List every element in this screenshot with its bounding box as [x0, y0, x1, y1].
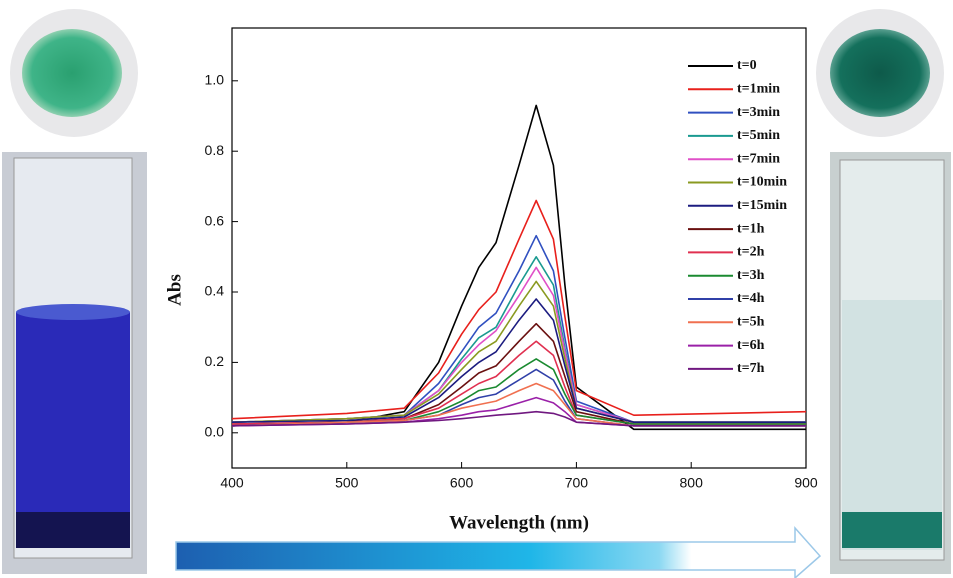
time-arrow — [175, 526, 822, 578]
legend-label: t=1min — [737, 82, 780, 97]
y-tick-label: 0.0 — [205, 424, 225, 440]
sediment — [842, 512, 942, 548]
y-tick-label: 0.8 — [205, 142, 225, 158]
spectrum-line — [231, 368, 806, 427]
y-tick-label: 0.4 — [205, 283, 225, 299]
x-tick-label: 900 — [794, 475, 818, 491]
y-tick-label: 1.0 — [205, 72, 225, 88]
legend-label: t=1h — [737, 221, 765, 236]
sediment — [16, 512, 130, 548]
solution — [16, 312, 130, 548]
legend-label: t=6h — [737, 338, 765, 353]
arrow — [175, 526, 822, 578]
legend-label: t=4h — [737, 291, 765, 306]
legend-label: t=5min — [737, 128, 780, 143]
spectrum-line — [231, 280, 806, 423]
legend-label: t=15min — [737, 198, 787, 213]
spectrum-line — [231, 256, 806, 423]
spectrum-line — [231, 104, 806, 431]
powder — [22, 29, 122, 117]
x-tick-label: 700 — [565, 475, 589, 491]
legend-label: t=5h — [737, 315, 765, 330]
x-axis-label: Wavelength (nm) — [449, 512, 589, 533]
spectrum-line — [231, 410, 806, 427]
legend-label: t=7h — [737, 361, 765, 376]
legend-label: t=3min — [737, 105, 780, 120]
legend-label: t=0 — [737, 58, 757, 73]
x-tick-label: 600 — [450, 475, 474, 491]
y-tick-label: 0.6 — [205, 212, 225, 228]
y-axis-label: Abs — [164, 274, 185, 306]
solution — [842, 300, 942, 550]
y-tick-label: 0.2 — [205, 353, 225, 369]
right-photos — [816, 9, 951, 574]
spectrum-line — [231, 199, 807, 420]
plot-frame — [231, 27, 807, 469]
meniscus — [16, 304, 130, 320]
powder — [830, 29, 930, 117]
spectrum-line — [231, 340, 806, 425]
x-tick-label: 400 — [220, 475, 244, 491]
x-tick-label: 500 — [335, 475, 359, 491]
left-photos — [2, 9, 147, 574]
legend-label: t=10min — [737, 175, 787, 190]
spectrum-line — [231, 298, 806, 423]
spectrum-line — [231, 382, 806, 427]
spectrum-line — [231, 234, 806, 423]
legend-label: t=3h — [737, 268, 765, 283]
legend-label: t=2h — [737, 245, 765, 260]
legend-label: t=7min — [737, 151, 780, 166]
spectrum-line — [231, 322, 806, 425]
plot: Wavelength (nm) Abs 400 500 600 700 800 900 0.… — [164, 27, 818, 533]
x-tick-label: 800 — [680, 475, 704, 491]
